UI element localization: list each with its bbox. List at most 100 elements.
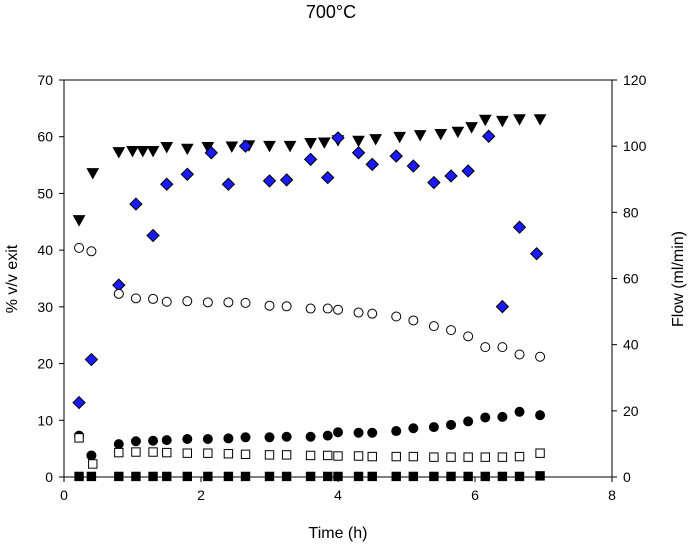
point-triangle (496, 115, 509, 128)
point-square-filled (391, 471, 401, 482)
point-circle-open (240, 297, 251, 308)
point-diamond (495, 299, 510, 314)
point-circle-filled (391, 426, 402, 437)
point-diamond (427, 175, 441, 190)
point-square-open (391, 451, 401, 462)
point-square-filled (203, 471, 213, 482)
point-square-open (408, 451, 419, 462)
point-circle-open (353, 307, 364, 318)
point-square-open (333, 451, 343, 461)
point-triangle (369, 134, 383, 146)
point-diamond (331, 131, 345, 145)
point-circle-open (223, 297, 234, 308)
point-square-filled (514, 471, 525, 482)
point-diamond (365, 157, 379, 172)
y-tick-label: 40 (37, 242, 53, 258)
point-circle-filled (497, 411, 508, 422)
point-diamond (72, 395, 86, 410)
y-axis-left: 0 10 20 30 40 50 60 70 (37, 72, 64, 485)
point-circle-open (281, 301, 292, 312)
point-circle-open (202, 297, 213, 308)
x-tick-label: 6 (471, 487, 479, 503)
point-square-open (148, 447, 158, 457)
point-diamond (146, 228, 160, 243)
y2-tick-label: 0 (623, 469, 631, 485)
point-triangle (146, 145, 160, 158)
point-diamond (406, 159, 421, 173)
point-square-open (463, 452, 473, 462)
point-circle-filled (463, 416, 474, 427)
point-circle-open (535, 351, 546, 362)
point-circle-open (148, 293, 159, 304)
point-square-filled (497, 471, 508, 482)
point-circle-open (333, 304, 343, 315)
point-diamond (444, 169, 458, 183)
point-triangle (393, 131, 406, 144)
point-circle-filled (113, 439, 124, 450)
y2-axis-label: Flow (ml/min) (670, 231, 687, 327)
point-square-filled (446, 471, 456, 482)
point-square-open (240, 449, 251, 460)
point-circle-filled (367, 427, 378, 438)
point-circle-filled (446, 419, 457, 430)
point-triangle (86, 168, 100, 180)
point-circle-open (264, 300, 275, 311)
point-diamond (221, 177, 236, 191)
point-triangle (434, 128, 448, 141)
point-circle-open (514, 349, 525, 360)
x-axis-label: Time (h) (309, 525, 368, 542)
point-circle-open (86, 246, 97, 257)
point-triangle (352, 135, 365, 148)
point-square-filled (323, 471, 333, 482)
point-circle-filled (480, 412, 491, 423)
y-axis-label: % v/v exit (4, 244, 21, 313)
point-circle-filled (408, 423, 419, 434)
y-tick-label: 30 (37, 299, 53, 315)
point-diamond (160, 177, 174, 191)
point-circle-open (408, 315, 419, 326)
point-circle-filled (264, 432, 275, 443)
point-circle-filled (333, 427, 343, 438)
y-tick-label: 20 (37, 356, 53, 372)
point-square-open (367, 451, 377, 462)
point-square-open (305, 450, 316, 461)
point-circle-open (113, 288, 124, 299)
point-circle-open (391, 311, 402, 322)
point-circle-open (446, 325, 457, 336)
point-triangle (126, 145, 139, 158)
x-tick-label: 8 (608, 487, 616, 503)
point-circle-filled (535, 410, 546, 421)
point-diamond (204, 146, 218, 160)
point-diamond (262, 174, 277, 188)
point-square-open (480, 452, 490, 462)
point-square-open (429, 452, 439, 462)
point-circle-filled (281, 431, 292, 442)
point-square-open (497, 452, 508, 462)
point-square-open (323, 450, 333, 461)
y-tick-label: 0 (45, 469, 53, 485)
point-diamond (321, 170, 335, 185)
point-diamond (279, 173, 294, 187)
point-square-filled (305, 471, 316, 482)
y2-tick-label: 20 (623, 403, 639, 419)
point-square-open (182, 448, 193, 458)
x-tick-label: 0 (60, 487, 68, 503)
point-diamond (84, 352, 99, 367)
point-triangle (180, 143, 194, 156)
point-triangle (413, 130, 427, 142)
point-circle-open (428, 321, 439, 332)
point-triangle (465, 122, 478, 134)
point-square-filled (333, 471, 343, 482)
point-circle-filled (514, 406, 525, 417)
point-square-filled (162, 471, 172, 482)
y-tick-label: 60 (37, 129, 53, 145)
point-circle-filled (322, 430, 333, 441)
point-circle-open (74, 242, 85, 253)
point-circle-open (497, 342, 508, 353)
point-triangle (112, 147, 126, 159)
point-triangle (304, 138, 317, 150)
point-diamond (529, 246, 544, 261)
point-diamond (389, 149, 403, 163)
point-triangle (136, 145, 150, 158)
point-triangle (263, 140, 276, 153)
